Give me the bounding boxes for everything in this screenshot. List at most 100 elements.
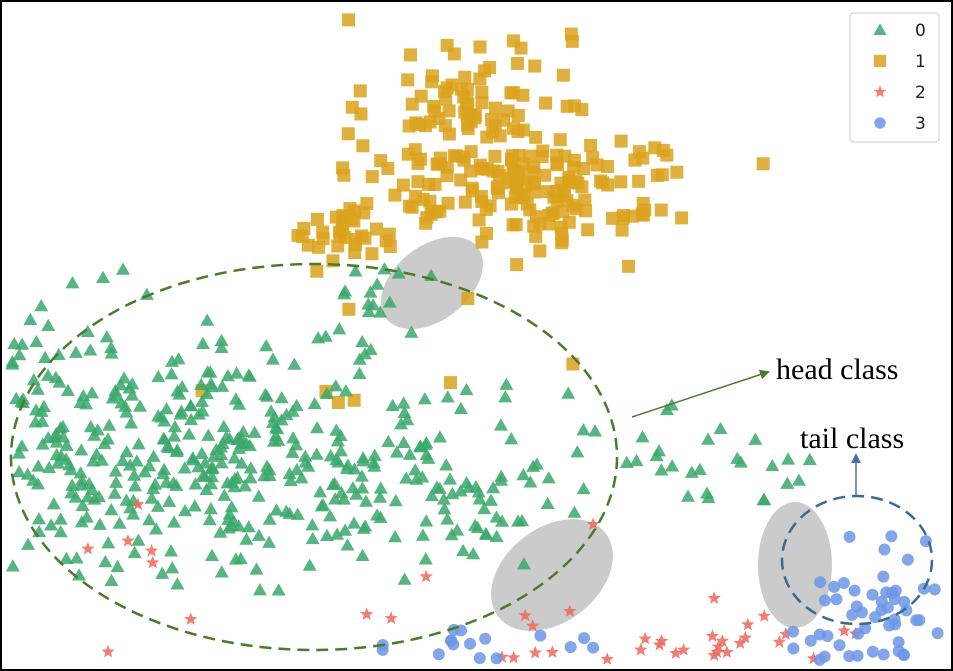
point-class-0: [30, 477, 45, 490]
point-class-2: [518, 608, 532, 622]
point-class-0: [194, 377, 209, 391]
point-class-2: [669, 646, 683, 659]
point-class-1: [506, 218, 520, 232]
point-class-1: [401, 73, 415, 87]
point-class-1: [355, 229, 369, 243]
point-class-0: [264, 404, 279, 417]
point-class-1: [515, 191, 529, 205]
point-class-0: [305, 531, 320, 545]
point-class-0: [115, 453, 130, 467]
point-class-3: [869, 610, 882, 623]
point-class-1: [342, 13, 356, 27]
point-class-0: [338, 384, 353, 397]
point-class-0: [205, 461, 220, 474]
point-class-0: [64, 486, 79, 499]
point-class-0: [355, 548, 370, 561]
point-class-0: [327, 476, 342, 490]
point-class-0: [567, 505, 582, 518]
point-class-0: [355, 481, 370, 494]
point-class-0: [269, 503, 284, 516]
point-class-0: [443, 472, 458, 485]
legend-marker-3: [874, 117, 886, 129]
point-class-1: [541, 185, 555, 199]
point-class-0: [302, 558, 317, 571]
point-class-0: [444, 527, 459, 541]
point-class-1: [492, 168, 506, 182]
point-class-0: [29, 334, 44, 348]
point-class-0: [400, 413, 415, 426]
point-class-1: [464, 164, 478, 178]
legend-marker-2: [873, 85, 887, 98]
point-class-0: [216, 419, 231, 433]
point-class-0: [239, 532, 254, 545]
point-class-0: [54, 449, 69, 462]
point-class-1: [456, 150, 470, 164]
point-class-0: [29, 403, 44, 416]
point-class-0: [164, 544, 179, 557]
point-class-3: [851, 649, 864, 662]
point-class-1: [503, 176, 517, 190]
point-class-0: [12, 348, 27, 361]
point-class-0: [334, 485, 349, 499]
point-class-1: [636, 196, 650, 210]
point-class-2: [419, 569, 433, 583]
point-class-1: [414, 152, 428, 166]
point-class-0: [219, 430, 234, 443]
point-class-0: [262, 535, 277, 548]
point-class-0: [252, 583, 267, 596]
point-class-0: [160, 439, 175, 452]
point-class-0: [257, 469, 272, 482]
point-class-1: [615, 223, 629, 237]
point-class-2: [638, 631, 652, 645]
point-class-0: [692, 462, 707, 475]
point-class-0: [328, 492, 343, 505]
point-class-0: [148, 477, 163, 490]
point-class-0: [333, 444, 348, 457]
point-class-0: [156, 431, 171, 444]
point-class-0: [49, 435, 64, 448]
point-class-1: [381, 161, 395, 175]
legend-box: [849, 12, 940, 143]
point-class-0: [262, 512, 277, 525]
legend-label-0: 0: [915, 21, 926, 41]
point-class-1: [473, 72, 487, 86]
point-class-0: [197, 469, 212, 482]
point-class-0: [155, 566, 170, 579]
point-class-0: [340, 538, 355, 551]
point-class-3: [859, 622, 872, 635]
point-class-1: [405, 97, 419, 111]
point-class-0: [436, 492, 451, 505]
point-class-0: [30, 382, 45, 395]
point-class-0: [354, 469, 369, 482]
point-class-1: [437, 85, 451, 99]
point-class-0: [127, 468, 142, 481]
point-class-0: [247, 425, 262, 438]
point-class-1: [538, 168, 552, 182]
point-class-0: [227, 451, 242, 464]
point-class-3: [490, 652, 503, 665]
point-class-0: [220, 476, 235, 489]
point-class-1: [310, 264, 324, 278]
point-class-0: [11, 446, 26, 459]
legend-marker-1: [873, 54, 887, 68]
point-class-0: [127, 545, 142, 559]
point-class-1: [473, 40, 487, 54]
point-class-1: [442, 104, 456, 118]
point-class-1: [510, 258, 524, 272]
point-class-0: [456, 543, 471, 557]
point-class-1: [528, 185, 542, 199]
point-class-1: [460, 82, 474, 96]
point-class-1: [504, 153, 518, 167]
point-class-3: [892, 645, 905, 658]
point-class-0: [269, 420, 284, 433]
point-class-0: [224, 500, 239, 513]
point-class-0: [319, 386, 334, 399]
point-class-1: [458, 70, 472, 84]
point-class-0: [440, 390, 455, 403]
point-class-0: [122, 381, 137, 394]
point-class-0: [52, 375, 67, 388]
point-class-0: [391, 266, 406, 279]
point-class-0: [348, 264, 363, 277]
point-class-0: [200, 313, 215, 326]
point-class-0: [131, 533, 146, 546]
